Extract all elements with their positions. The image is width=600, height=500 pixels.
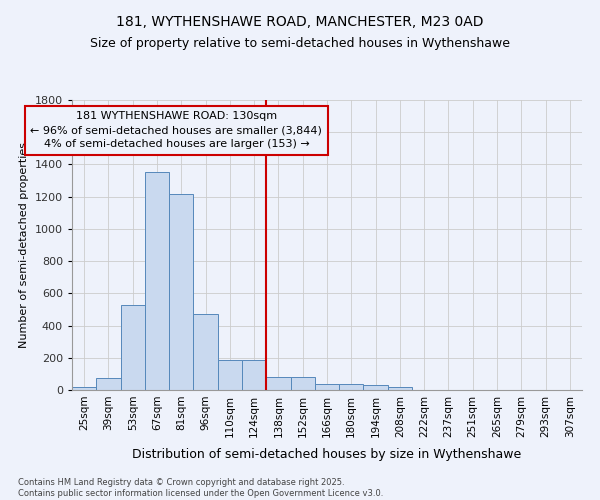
Text: Size of property relative to semi-detached houses in Wythenshawe: Size of property relative to semi-detach… — [90, 38, 510, 51]
Bar — [169, 194, 193, 390]
Text: 181 WYTHENSHAWE ROAD: 130sqm
← 96% of semi-detached houses are smaller (3,844)
4: 181 WYTHENSHAWE ROAD: 130sqm ← 96% of se… — [31, 112, 322, 150]
Y-axis label: Number of semi-detached properties: Number of semi-detached properties — [19, 142, 29, 348]
Bar — [339, 384, 364, 390]
Text: Contains HM Land Registry data © Crown copyright and database right 2025.
Contai: Contains HM Land Registry data © Crown c… — [18, 478, 383, 498]
Bar — [290, 377, 315, 390]
X-axis label: Distribution of semi-detached houses by size in Wythenshawe: Distribution of semi-detached houses by … — [133, 448, 521, 461]
Bar — [193, 314, 218, 390]
Bar — [388, 387, 412, 390]
Bar — [242, 360, 266, 390]
Text: 181, WYTHENSHAWE ROAD, MANCHESTER, M23 0AD: 181, WYTHENSHAWE ROAD, MANCHESTER, M23 0… — [116, 15, 484, 29]
Bar — [315, 384, 339, 390]
Bar — [96, 378, 121, 390]
Bar — [145, 172, 169, 390]
Bar — [364, 385, 388, 390]
Bar — [121, 304, 145, 390]
Bar — [72, 387, 96, 390]
Bar — [218, 360, 242, 390]
Bar — [266, 377, 290, 390]
